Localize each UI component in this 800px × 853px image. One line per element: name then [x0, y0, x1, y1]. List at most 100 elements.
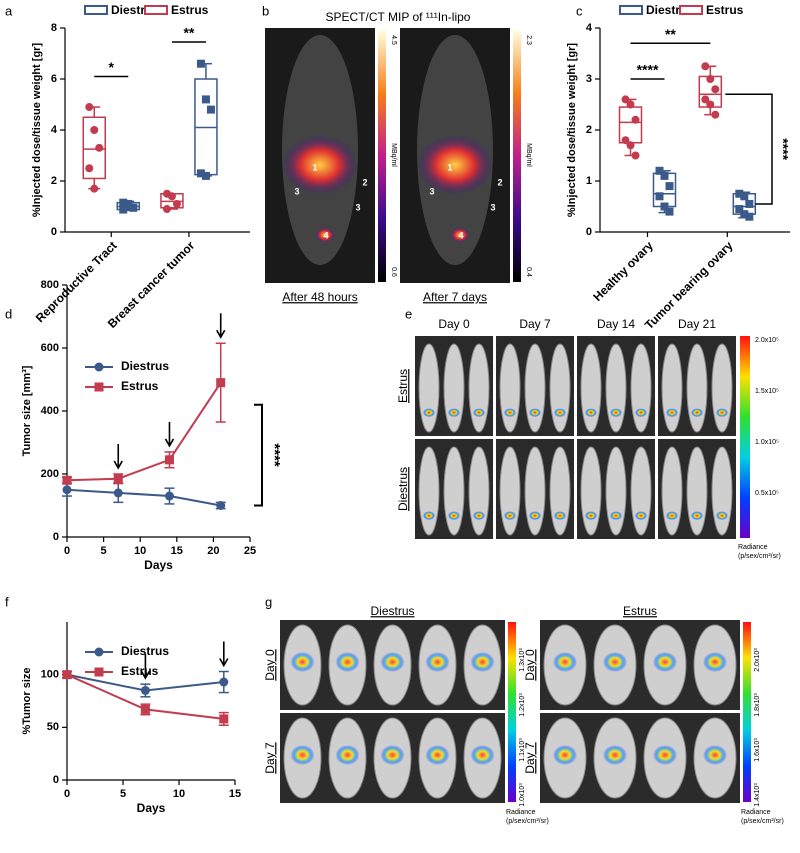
- colorbar-label: 1.0x10³: [519, 783, 526, 807]
- y-tick-label: 100: [41, 669, 59, 681]
- colorbar: [743, 622, 751, 802]
- signal: [666, 511, 678, 521]
- organ-label: 3: [490, 202, 495, 212]
- legend-label: Diestrus: [121, 644, 169, 658]
- mouse: [524, 343, 546, 433]
- point: [701, 62, 710, 71]
- colorbar-min: 0.6: [390, 267, 397, 277]
- panel-letter: g: [265, 594, 272, 609]
- signal: [504, 511, 516, 521]
- point: [196, 59, 205, 68]
- mouse: [605, 343, 627, 433]
- colorbar-label: 1.8x10³: [754, 693, 761, 717]
- colorbar-label: 2.0x10³: [754, 648, 761, 672]
- spect-caption: After 48 hours: [282, 290, 357, 304]
- colorbar-unit: Radiance: [738, 544, 768, 551]
- y-tick-label: 0: [51, 226, 57, 238]
- y-tick-label: 6: [51, 73, 57, 85]
- colorbar-max: 2.3: [525, 35, 532, 45]
- series-line: [66, 382, 222, 482]
- y-axis-title: %Tumor size: [21, 667, 33, 734]
- signal: [473, 408, 485, 418]
- colorbar: [513, 30, 521, 282]
- panel-letter: e: [405, 306, 412, 321]
- point: [162, 205, 171, 214]
- organ-label: 4: [323, 230, 328, 240]
- x-axis-title: Days: [144, 558, 173, 572]
- mouse: [580, 446, 602, 536]
- uptake: [417, 135, 493, 195]
- organ-label: 1: [447, 162, 452, 172]
- signal: [585, 408, 597, 418]
- y-axis-title: %Injected dose/tissue weight [gr]: [31, 43, 43, 218]
- signal: [610, 408, 622, 418]
- y-tick-label: 2: [51, 175, 57, 187]
- panel-letter: b: [262, 3, 269, 18]
- day-label: Day 7: [523, 742, 537, 774]
- x-axis-title: Days: [137, 801, 166, 815]
- arrow: [140, 654, 151, 680]
- legend-swatch: [84, 5, 108, 15]
- organ-label: 2: [497, 177, 502, 187]
- point: [665, 182, 674, 191]
- signal: [425, 652, 450, 672]
- mouse: [468, 343, 490, 433]
- signal: [470, 745, 495, 765]
- point: [140, 685, 150, 695]
- legend-label: Estrus: [706, 3, 744, 17]
- y-tick-label: 0: [53, 531, 59, 543]
- mouse: [630, 343, 652, 433]
- signal: [703, 652, 727, 672]
- point: [85, 164, 94, 173]
- colorbar: [508, 622, 516, 802]
- y-tick-label: 2: [586, 124, 592, 136]
- uptake: [315, 227, 335, 243]
- colorbar: [740, 336, 750, 538]
- point: [621, 95, 630, 104]
- organ-label: 1: [312, 162, 317, 172]
- point: [706, 100, 715, 109]
- point: [94, 647, 104, 657]
- point: [655, 166, 664, 175]
- signal: [448, 408, 460, 418]
- group-label: Diestrus: [396, 467, 410, 511]
- significance-label: **: [183, 25, 194, 41]
- point: [201, 95, 210, 104]
- point: [626, 100, 635, 109]
- signal: [716, 511, 728, 521]
- mouse: [443, 343, 465, 433]
- point: [665, 207, 674, 216]
- signal: [635, 511, 647, 521]
- y-tick-label: 50: [47, 721, 59, 733]
- point: [745, 199, 754, 208]
- point: [62, 670, 72, 680]
- significance-label: ****: [775, 138, 791, 160]
- colorbar-label: 2.0x10⁵: [755, 337, 779, 344]
- legend-label: Estrus: [171, 3, 209, 17]
- significance-bracket: [725, 93, 773, 205]
- point: [206, 105, 215, 114]
- day-label: Day 7: [519, 317, 551, 331]
- point: [62, 485, 72, 495]
- x-tick-label: 10: [173, 788, 185, 800]
- signal: [554, 511, 566, 521]
- signal: [553, 652, 577, 672]
- colorbar-label: 1.0x10⁵: [755, 439, 779, 446]
- x-tick-label: 20: [207, 545, 219, 557]
- arrow: [216, 313, 226, 339]
- x-tick-label: 5: [101, 545, 107, 557]
- y-tick-label: 1: [586, 175, 592, 187]
- x-tick-label: 0: [64, 545, 70, 557]
- organ-label: 4: [458, 230, 463, 240]
- signal: [423, 511, 435, 521]
- point: [706, 75, 715, 83]
- x-tick-label: 0: [64, 788, 70, 800]
- colorbar-min: 0.4: [525, 267, 532, 277]
- y-tick-label: 4: [51, 124, 58, 136]
- uptake: [282, 135, 358, 195]
- point: [94, 667, 104, 677]
- point: [113, 488, 123, 498]
- mouse: [443, 446, 465, 536]
- significance-label: ****: [637, 62, 659, 78]
- signal: [425, 745, 450, 765]
